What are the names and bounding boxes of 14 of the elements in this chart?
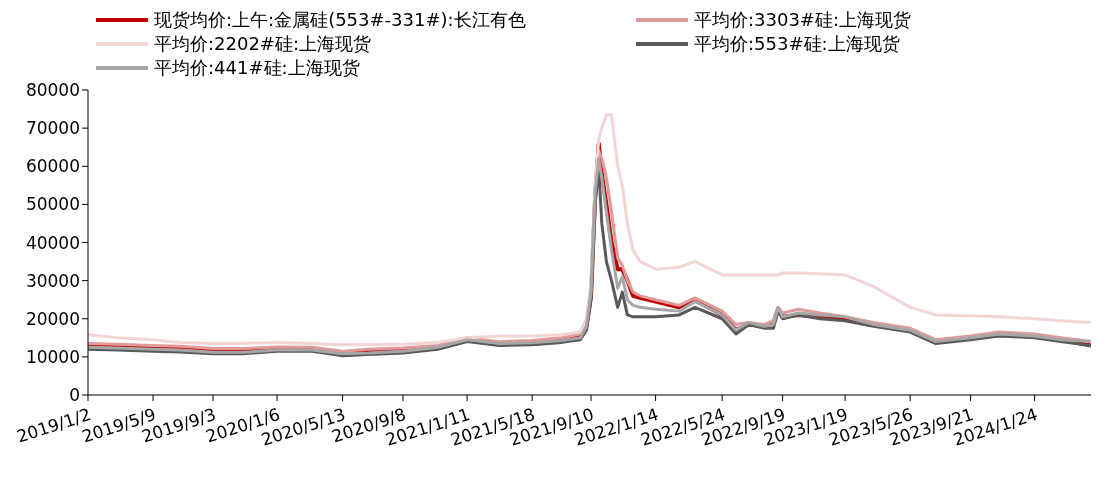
y-tick-label: 70000 [25, 118, 80, 139]
y-tick-label: 40000 [25, 232, 80, 253]
y-tick-label: 80000 [25, 80, 80, 101]
y-tick-label: 60000 [25, 156, 80, 177]
legend-label: 平均价:441#硅:上海现货 [154, 56, 360, 80]
legend-label: 平均价:2202#硅:上海现货 [154, 32, 372, 56]
legend-label: 平均价:553#硅:上海现货 [694, 32, 900, 56]
y-tick-label: 50000 [25, 194, 80, 215]
legend-label: 现货均价:上午:金属硅(553#-331#):长江有色 [154, 8, 526, 32]
y-tick-label: 20000 [25, 308, 80, 329]
legend-label: 平均价:3303#硅:上海现货 [694, 8, 912, 32]
y-tick-label: 30000 [25, 270, 80, 291]
y-tick-label: 0 [69, 385, 80, 406]
y-tick-label: 10000 [25, 346, 80, 367]
